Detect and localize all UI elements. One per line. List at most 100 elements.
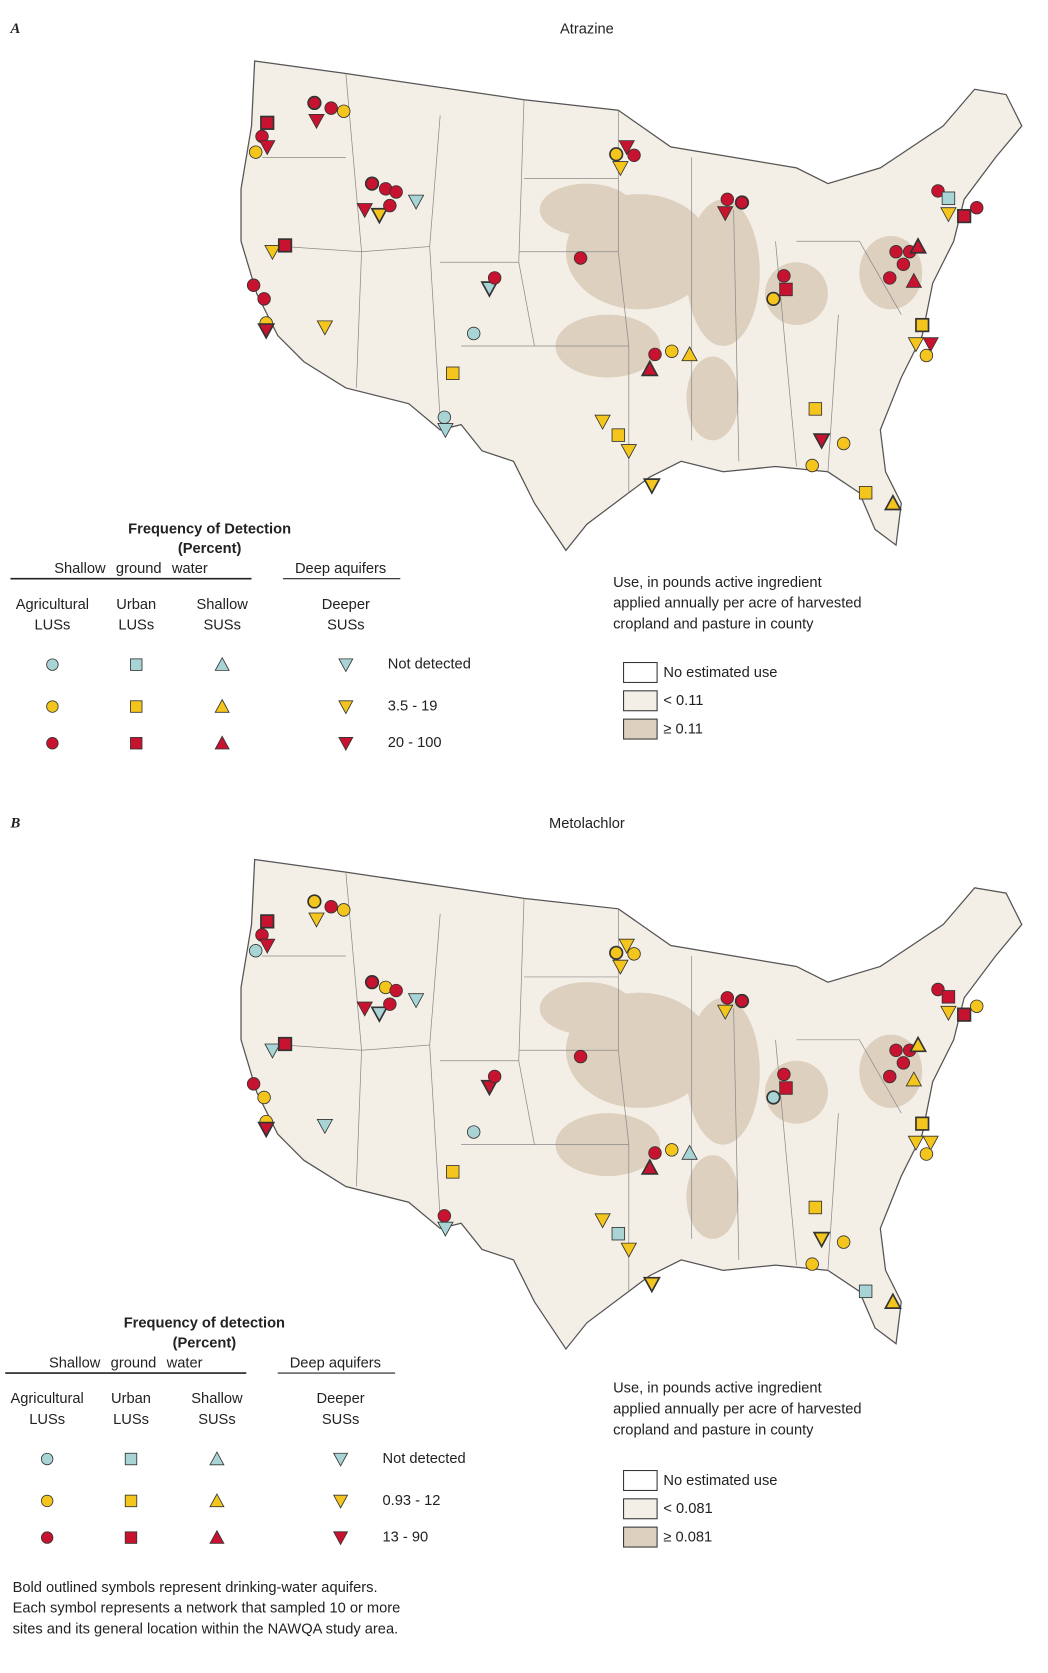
site-symbol (356, 1001, 373, 1017)
site-symbol (246, 278, 261, 292)
row-label: 20 - 100 (388, 735, 442, 751)
site-symbol (905, 272, 923, 288)
site-symbol (437, 1221, 454, 1237)
site-symbol (308, 114, 325, 130)
column-header: LUSs (34, 618, 70, 634)
legend-title: Frequency of detection (124, 1316, 285, 1332)
site-symbol (716, 1004, 734, 1020)
use-class-swatch (623, 1498, 658, 1520)
site-symbol (889, 245, 903, 259)
site-symbol (338, 658, 354, 673)
site-symbol (734, 993, 750, 1009)
site-symbol (612, 959, 629, 975)
site-symbol (332, 1531, 349, 1546)
site-symbol (905, 1071, 923, 1087)
footnote: Bold outlined symbols represent drinking… (13, 1580, 378, 1596)
site-symbol (40, 1494, 54, 1508)
use-legend-title: applied annually per acre of harvested (613, 1402, 862, 1418)
site-symbol (338, 700, 354, 715)
site-symbol (370, 207, 389, 225)
site-symbol (308, 912, 325, 928)
use-legend-title: Use, in pounds active ingredient (613, 1381, 822, 1397)
site-symbol (337, 903, 351, 917)
site-symbol (665, 344, 679, 358)
site-symbol (214, 698, 230, 713)
site-symbol (324, 900, 338, 914)
use-class-label: < 0.11 (663, 693, 703, 709)
legend-subtitle: (Percent) (173, 1336, 237, 1352)
site-symbol (356, 203, 373, 219)
site-symbol (383, 997, 397, 1011)
footnote: sites and its general location within th… (13, 1622, 399, 1638)
site-symbol (896, 1056, 911, 1070)
column-header: Urban (116, 597, 156, 613)
row-label: 3.5 - 19 (388, 698, 438, 714)
site-symbol (618, 140, 635, 156)
us-map (240, 858, 1023, 1350)
column-header: SUSs (198, 1412, 235, 1428)
site-symbol (858, 1284, 873, 1299)
site-symbol (258, 140, 276, 156)
site-symbol (257, 1090, 271, 1105)
site-symbol (919, 1147, 934, 1161)
use-class-label: No estimated use (663, 1473, 777, 1489)
site-symbol (931, 184, 945, 198)
site-symbol (316, 320, 334, 336)
site-symbol (480, 1079, 499, 1097)
site-symbol (124, 1494, 138, 1508)
column-header: Agricultural (16, 597, 89, 613)
group-label: Deep aquifers (295, 561, 386, 577)
site-symbol (487, 271, 502, 285)
site-symbol (407, 993, 425, 1009)
site-symbol (640, 359, 659, 377)
site-symbol (364, 176, 380, 191)
site-symbol (214, 656, 230, 671)
use-legend-title: cropland and pasture in county (613, 1423, 814, 1439)
panel-label: A (9, 21, 20, 37)
site-symbol (316, 1119, 334, 1135)
site-symbol (777, 269, 791, 283)
group-label: Shallow ground water (54, 561, 208, 577)
site-symbol (858, 486, 873, 500)
site-symbol (812, 1231, 831, 1249)
site-symbol (257, 1121, 276, 1139)
site-symbol (907, 1135, 925, 1151)
site-symbol (466, 1125, 481, 1139)
column-header: SUSs (327, 618, 364, 634)
site-symbol (257, 292, 271, 306)
row-label: 13 - 90 (383, 1529, 429, 1545)
column-header: LUSs (29, 1412, 65, 1428)
site-symbol (487, 1069, 502, 1084)
site-symbol (919, 348, 934, 363)
site-symbol (909, 1035, 928, 1053)
site-symbol (337, 104, 351, 118)
site-symbol (941, 990, 956, 1004)
site-symbol (883, 1069, 897, 1084)
site-symbol (766, 1090, 781, 1105)
site-symbol (573, 1049, 588, 1064)
site-symbol (307, 894, 322, 909)
site-symbol (264, 245, 281, 261)
site-symbol (246, 1077, 261, 1091)
site-symbol (720, 991, 735, 1005)
column-header: Shallow (191, 1391, 243, 1407)
footnote: Each symbol represents a network that sa… (13, 1601, 401, 1617)
site-symbol (915, 1116, 930, 1131)
site-symbol (777, 1067, 791, 1082)
site-symbol (907, 337, 925, 353)
legend-subtitle: (Percent) (178, 541, 242, 557)
site-symbol (642, 478, 661, 495)
use-class-swatch (623, 1526, 658, 1548)
column-header: SUSs (322, 1412, 359, 1428)
use-class-label: No estimated use (663, 665, 777, 681)
use-legend-title: applied annually per acre of harvested (613, 596, 862, 612)
site-symbol (389, 983, 403, 998)
use-class-label: ≥ 0.081 (663, 1529, 712, 1545)
site-symbol (214, 735, 230, 750)
site-symbol (609, 147, 624, 162)
group-label: Deep aquifers (290, 1356, 381, 1372)
site-symbol (627, 947, 641, 961)
site-symbol (618, 938, 635, 954)
site-symbol (808, 402, 823, 416)
site-symbol (922, 337, 939, 353)
